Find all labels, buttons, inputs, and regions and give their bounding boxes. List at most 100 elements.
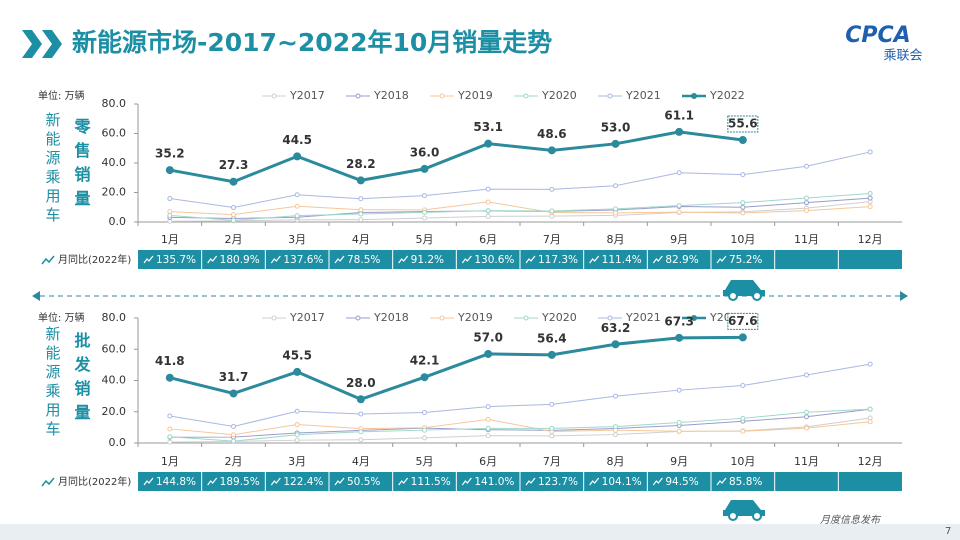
yoy-arrow	[461, 477, 472, 486]
point	[613, 424, 618, 430]
value-label: 45.5	[282, 348, 312, 362]
series-line	[169, 201, 871, 216]
point	[356, 395, 365, 404]
side-label: 新能源乘用车	[44, 326, 62, 440]
legend-label: Y2019	[457, 89, 493, 102]
legend-marker	[271, 93, 277, 99]
point	[740, 204, 746, 210]
point	[485, 213, 491, 219]
series-line	[169, 201, 871, 222]
point	[740, 210, 746, 216]
series-line	[169, 408, 871, 442]
legend-marker	[271, 315, 277, 321]
point	[549, 433, 555, 439]
point	[485, 433, 491, 439]
point	[549, 425, 555, 431]
yoy-label: 月同比(2022年)	[58, 475, 131, 488]
point	[740, 172, 746, 178]
legend-marker	[439, 315, 445, 321]
x-tick-label: 8月	[607, 455, 625, 468]
point	[229, 177, 238, 186]
legend-label: Y2020	[541, 89, 577, 102]
point	[740, 428, 746, 434]
point	[867, 149, 873, 155]
point	[294, 437, 300, 443]
legend-label: Y2022	[709, 89, 745, 102]
value-label: 36.0	[410, 145, 440, 159]
x-tick-label: 6月	[479, 455, 497, 468]
x-tick-label: 11月	[794, 233, 819, 246]
point	[167, 413, 173, 419]
point	[676, 428, 682, 434]
chevron	[22, 30, 42, 58]
point	[804, 409, 809, 415]
point	[547, 146, 556, 155]
point	[231, 217, 236, 223]
yoy-arrow	[334, 477, 345, 486]
x-tick-label: 12月	[858, 455, 883, 468]
yoy-value: 91.2%	[411, 254, 444, 266]
page-number: 7	[945, 526, 951, 537]
yoy-arrow	[143, 255, 154, 264]
point	[358, 411, 364, 417]
legend-label: Y2018	[373, 311, 409, 324]
x-tick-label: 10月	[730, 455, 755, 468]
point	[867, 361, 873, 367]
series-line	[169, 408, 871, 438]
point	[611, 340, 620, 349]
value-label: 53.0	[601, 120, 631, 134]
value-label: 61.1	[664, 108, 694, 122]
legend-label: Y2021	[625, 89, 661, 102]
y-tick-label: 20.0	[102, 405, 127, 418]
unit-label: 单位: 万辆	[38, 311, 85, 324]
value-label: 35.2	[155, 147, 185, 161]
point	[422, 410, 427, 416]
point	[613, 432, 618, 438]
x-tick-label: 10月	[730, 233, 755, 246]
yoy-value: 85.8%	[729, 476, 762, 488]
yoy-value: 130.6%	[474, 254, 514, 266]
point	[867, 191, 873, 197]
point	[422, 435, 427, 441]
yoy-arrow	[270, 477, 281, 486]
point	[167, 434, 173, 440]
point	[867, 419, 873, 425]
y-tick-label: 40.0	[102, 156, 127, 169]
point	[676, 420, 682, 426]
yoy-value: 94.5%	[665, 476, 698, 488]
x-tick-label: 2月	[225, 455, 243, 468]
yoy-value: 82.9%	[665, 254, 698, 266]
point	[613, 206, 618, 212]
legend-marker	[523, 93, 529, 99]
x-tick-label: 3月	[288, 233, 306, 246]
x-tick-label: 5月	[416, 233, 434, 246]
point	[231, 212, 236, 218]
point	[484, 139, 493, 148]
legend-label: Y2019	[457, 311, 493, 324]
yoy-value: 75.2%	[729, 254, 762, 266]
value-label: 27.3	[219, 158, 249, 172]
value-label: 56.4	[537, 331, 567, 345]
legend-label: Y2020	[541, 311, 577, 324]
point	[356, 176, 365, 185]
y-tick-label: 0.0	[109, 215, 127, 228]
point	[358, 429, 364, 435]
point	[547, 350, 556, 359]
point	[422, 215, 427, 221]
point	[294, 422, 300, 428]
yoy-arrow	[207, 477, 218, 486]
legend-marker	[607, 93, 613, 99]
value-label: 44.5	[282, 133, 312, 147]
point	[231, 432, 236, 438]
point	[485, 208, 491, 214]
unit-label: 单位: 万辆	[38, 89, 85, 102]
legend-marker	[355, 93, 361, 99]
point	[485, 404, 491, 410]
x-tick-label: 9月	[670, 455, 688, 468]
legend-marker	[355, 315, 361, 321]
label-box	[727, 312, 759, 330]
value-label: 42.1	[410, 354, 440, 368]
point	[738, 135, 747, 144]
value-label: 48.6	[537, 127, 567, 141]
value-label: 41.8	[155, 354, 185, 368]
